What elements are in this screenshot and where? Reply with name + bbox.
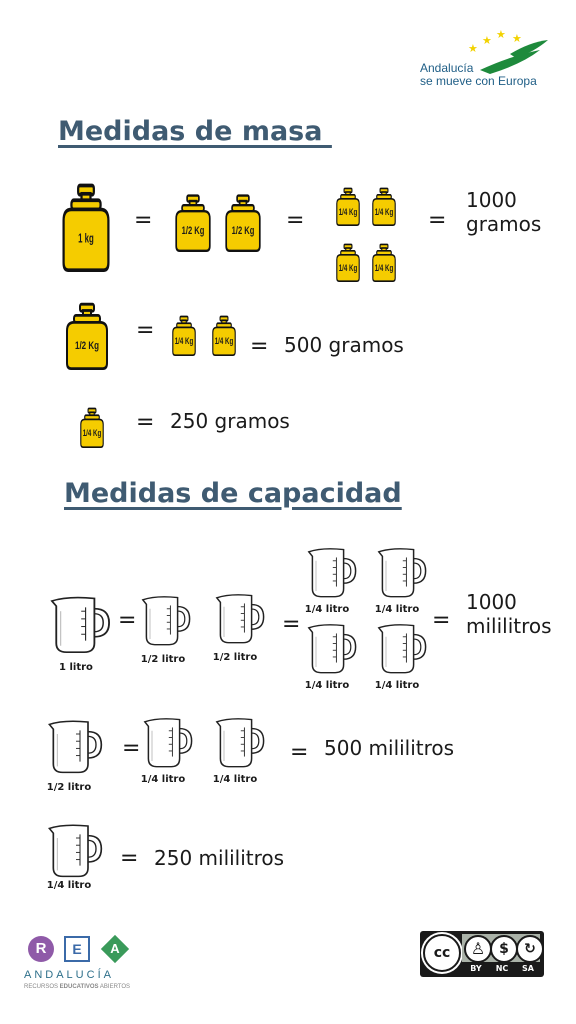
jug-label: 1/4 litro [304,604,350,615]
logo-line-1: Andalucía [420,61,474,75]
jug-label: 1/4 litro [212,774,258,785]
rea-andalucia-logo: R E A ANDALUCÍA RECURSOS EDUCATIVOS ABIE… [24,932,154,996]
no-dollar-icon: $ [490,935,518,963]
jug-label: 1/4 litro [304,680,350,691]
capacity-value-500: 500 mililitros [324,736,455,760]
svg-text:1/2 Kg: 1/2 Kg [182,225,205,237]
equals-sign: = [428,208,447,233]
equals-sign: = [432,608,451,633]
svg-text:1 kg: 1 kg [78,232,94,246]
jug-label: 1/4 litro [46,880,92,891]
jug-label: 1/2 litro [212,652,258,663]
svg-text:1/2 Kg: 1/2 Kg [75,340,99,353]
weight-icon: 1/2 Kg [65,302,109,370]
mass-heading: Medidas de masa [58,116,332,147]
weight-icon: 1/4 Kg [371,243,397,282]
mass-value-250: 250 gramos [170,409,290,433]
license-by: BY [470,964,482,973]
svg-text:★: ★ [496,30,506,41]
svg-text:1/4 Kg: 1/4 Kg [375,207,394,217]
jug-label: 1/4 litro [374,680,420,691]
measuring-jug-icon [50,596,110,654]
equals-sign: = [250,334,269,359]
share-alike-icon: ↻ [516,935,544,963]
weight-icon: 1/2 Kg [174,194,212,252]
svg-text:1/4 Kg: 1/4 Kg [339,207,358,217]
andalucia-europe-logo: ★ ★ ★ ★ Andalucía se mueve con Europa [420,30,550,96]
svg-text:1/4 Kg: 1/4 Kg [83,428,102,439]
equals-sign: = [122,736,141,761]
jug-label: 1/4 litro [374,604,420,615]
svg-text:1/2 Kg: 1/2 Kg [232,225,255,237]
rea-r-badge: R [28,936,54,962]
capacity-value-1000: 1000 [466,590,517,614]
jug-label: 1/4 litro [140,774,186,785]
equals-sign: = [118,608,137,633]
svg-text:★: ★ [468,42,478,55]
measuring-jug-icon [142,596,191,646]
capacity-value-250: 250 mililitros [154,846,285,870]
equals-sign: = [120,846,139,871]
measuring-jug-icon [378,548,427,598]
measuring-jug-icon [144,718,193,768]
equals-sign: = [286,208,305,233]
svg-text:1/4 Kg: 1/4 Kg [215,336,234,347]
mass-value-500: 500 gramos [284,333,404,357]
equals-sign: = [136,318,155,343]
rea-subtitle: RECURSOS EDUCATIVOS ABIERTOS [24,984,131,990]
jug-label: 1 litro [59,662,93,673]
creative-commons-icon: cc ♙ $ ↻ BY NC SA [420,931,544,977]
person-icon: ♙ [464,935,492,963]
weight-icon: 1/4 Kg [335,187,361,226]
svg-text:1/4 Kg: 1/4 Kg [375,263,394,273]
measuring-jug-icon [216,594,265,644]
cc-text: cc [423,934,461,972]
rea-e-badge: E [64,936,90,962]
svg-text:1/4 Kg: 1/4 Kg [339,263,358,273]
weight-icon: 1/4 Kg [171,315,197,356]
measuring-jug-icon [308,548,357,598]
weight-icon: 1/2 Kg [224,194,261,252]
capacity-unit-mililitros: mililitros [466,614,552,638]
weight-icon: 1 kg [61,183,111,272]
jug-label: 1/2 litro [140,654,186,665]
equals-sign: = [136,410,155,435]
jug-label: 1/2 litro [46,782,92,793]
capacity-heading: Medidas de capacidad [64,478,402,509]
weight-icon: 1/4 Kg [371,187,397,226]
rea-a-badge: A [100,934,130,964]
equals-sign: = [290,740,309,765]
svg-text:1/4 Kg: 1/4 Kg [175,336,194,347]
weight-icon: 1/4 Kg [79,407,105,448]
measuring-jug-icon [48,720,103,774]
equals-sign: = [134,208,153,233]
measuring-jug-icon [378,624,427,674]
logo-line-2: se mueve con Europa [420,74,537,88]
svg-text:★: ★ [482,34,492,47]
license-nc: NC [495,964,509,973]
measuring-jug-icon [216,718,265,768]
rea-region: ANDALUCÍA [24,969,114,981]
weight-icon: 1/4 Kg [211,315,237,356]
svg-text:★: ★ [512,32,522,45]
mass-unit-gramos: gramos [466,212,542,236]
equals-sign: = [282,612,301,637]
weight-icon: 1/4 Kg [335,243,361,282]
mass-value-1000: 1000 [466,188,517,212]
measuring-jug-icon [48,824,103,878]
measuring-jug-icon [308,624,357,674]
eu-stars-icon: ★ ★ ★ ★ [468,30,548,74]
license-sa: SA [522,964,534,973]
